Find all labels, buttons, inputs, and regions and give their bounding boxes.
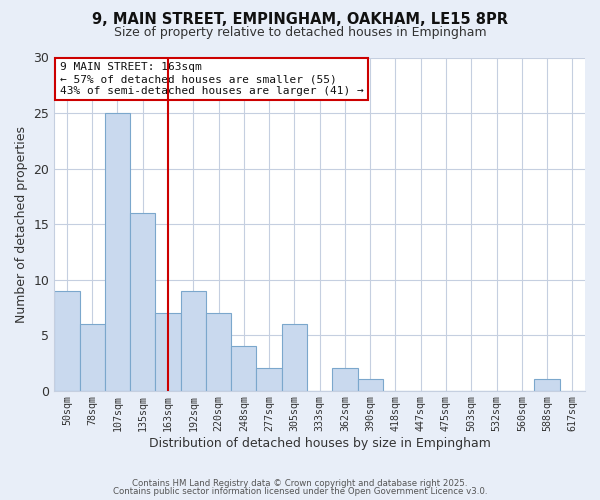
Text: Contains public sector information licensed under the Open Government Licence v3: Contains public sector information licen… [113, 487, 487, 496]
Bar [206, 313, 231, 390]
Bar [54, 290, 80, 390]
Text: 9 MAIN STREET: 163sqm
← 57% of detached houses are smaller (55)
43% of semi-deta: 9 MAIN STREET: 163sqm ← 57% of detached … [59, 62, 364, 96]
Y-axis label: Number of detached properties: Number of detached properties [15, 126, 28, 322]
Bar [80, 324, 105, 390]
Bar [105, 113, 130, 390]
Bar [155, 313, 181, 390]
Bar [256, 368, 282, 390]
Bar [130, 213, 155, 390]
Text: Size of property relative to detached houses in Empingham: Size of property relative to detached ho… [113, 26, 487, 39]
Bar [282, 324, 307, 390]
Text: Contains HM Land Registry data © Crown copyright and database right 2025.: Contains HM Land Registry data © Crown c… [132, 478, 468, 488]
Bar [332, 368, 358, 390]
Bar [181, 290, 206, 390]
Bar [231, 346, 256, 391]
Bar [358, 380, 383, 390]
X-axis label: Distribution of detached houses by size in Empingham: Distribution of detached houses by size … [149, 437, 491, 450]
Bar [535, 380, 560, 390]
Text: 9, MAIN STREET, EMPINGHAM, OAKHAM, LE15 8PR: 9, MAIN STREET, EMPINGHAM, OAKHAM, LE15 … [92, 12, 508, 28]
